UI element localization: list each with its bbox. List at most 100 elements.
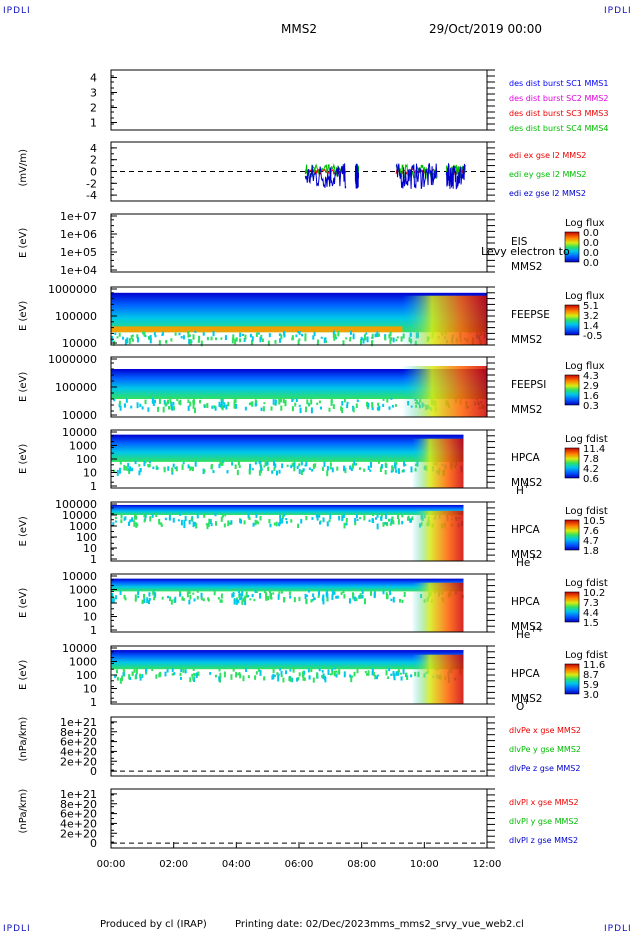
spectrogram-speckle [235,403,238,409]
spectrogram-speckle [391,404,394,408]
legend-entry: des dist burst SC2 MMS2 [509,94,608,103]
spectrogram-speckle [237,461,240,466]
spectrogram-speckle [283,597,286,603]
spectrogram-speckle [275,470,278,476]
spectrogram-speckle [236,469,239,476]
spectrogram-speckle [264,462,267,466]
spectrogram-speckle [139,677,142,681]
spectrogram-speckle [249,598,252,601]
colorbar-title: Log flux [565,218,605,229]
spectrogram-speckle [125,398,128,403]
colorbar [564,231,580,263]
colorbar [564,663,580,695]
spectrogram-speckle [134,675,137,680]
spectrogram-speckle [131,467,134,472]
spectrogram-speckle [292,397,295,401]
spectrogram-speckle [158,398,161,404]
y-tick-label: 100000 [55,310,97,323]
spectrogram-speckle [152,400,155,406]
y-tick-label: 1e+21 [60,788,97,801]
spectrogram-speckle [391,516,394,522]
spectrogram-speckle [148,599,151,605]
spectrogram-speckle [270,406,273,411]
instrument-label: HPCA [511,668,541,680]
spectrogram-speckle [114,595,117,600]
spectrogram-speckle [349,674,352,678]
colorbar [564,374,580,406]
spectrogram-speckle [293,467,296,472]
spectrogram-speckle [321,670,324,673]
y-tick-label: 4 [90,142,97,155]
spectrogram-speckle [223,523,226,528]
colorbar-tick-label: 3.0 [583,690,599,701]
spectrogram-speckle [134,460,137,465]
spectrogram-speckle [214,674,217,678]
spectrogram-speckle [345,337,348,340]
spectrogram-speckle [368,519,371,523]
x-tick-label: 12:00 [473,859,502,870]
panel-frame [110,716,488,777]
spectrogram-speckle [239,338,242,343]
spectrogram-speckle [209,519,212,524]
spectrogram-speckle [281,518,284,524]
spectrogram-speckle [401,520,404,525]
spectrogram-speckle [248,402,251,406]
spectrogram-speckle [121,675,124,682]
spectrogram-speckle [116,677,119,681]
spectrogram-speckle [343,522,346,529]
spectrogram-speckle [355,597,358,602]
corner-label-tr: IPDLI [604,6,630,16]
footer-producer: Produced by cl (IRAP) [100,919,207,930]
spectrogram-speckle [382,522,385,527]
spectrogram-speckle [122,672,125,677]
spectrogram-speckle [371,333,374,339]
spectrogram-speckle [210,464,213,470]
spectrogram-speckle [279,518,282,524]
spectrogram-speckle [361,589,364,594]
spectrogram-speckle [182,667,185,673]
spectrogram-band [111,650,464,670]
spectrogram-speckle [124,516,127,520]
y-axis-label: E (eV) [18,228,29,258]
spectrogram-speckle [155,674,158,679]
colorbar-title: Log fdist [565,434,608,445]
spectrogram-band [111,434,464,462]
spectrogram-speckle [369,469,372,472]
spectrogram-speckle [267,466,270,472]
spectrogram-speckle [282,677,285,683]
spectrogram-speckle [360,336,363,341]
spectrogram-speckle [133,521,136,527]
spectrogram-speckle [267,596,270,601]
spectrogram-speckle [166,669,169,673]
overlay-label: Levy electron to [481,245,570,258]
spectrogram-speckle [128,338,131,345]
species-label: He [516,629,530,641]
spectrogram-speckle [241,590,244,596]
species-label: H [516,485,524,497]
spectrogram-speckle [182,597,185,601]
spectrogram-speckle [232,334,235,339]
spectrogram-speckle [195,672,198,678]
spectrogram-speckle [302,675,305,681]
y-tick-label: 1e+04 [60,264,97,277]
y-tick-label: -2 [86,177,97,190]
legend-entry: dlvPl z gse MMS2 [509,836,578,845]
spectrogram-hot-region [402,366,487,417]
spectrogram-speckle [354,518,357,523]
spectrogram-speckle [183,519,186,525]
spectrogram-speckle [384,335,387,341]
spectrogram-speckle [189,594,192,600]
species-label: O [516,701,524,713]
spectrogram-speckle [162,406,165,413]
spectrogram-speckle [345,517,348,523]
y-tick-label: 1 [90,696,97,709]
spectrogram-speckle [296,465,299,470]
y-tick-label: 1 [90,624,97,637]
colorbar-tick-label: 4.3 [583,371,599,382]
spectrogram-speckle [174,596,177,603]
spectrogram-speckle [298,672,301,677]
x-tick-label: 00:00 [97,859,126,870]
spectrogram-speckle [367,670,370,676]
colorbar-title: Log fdist [565,650,608,661]
spectrogram-speckle [399,672,402,675]
